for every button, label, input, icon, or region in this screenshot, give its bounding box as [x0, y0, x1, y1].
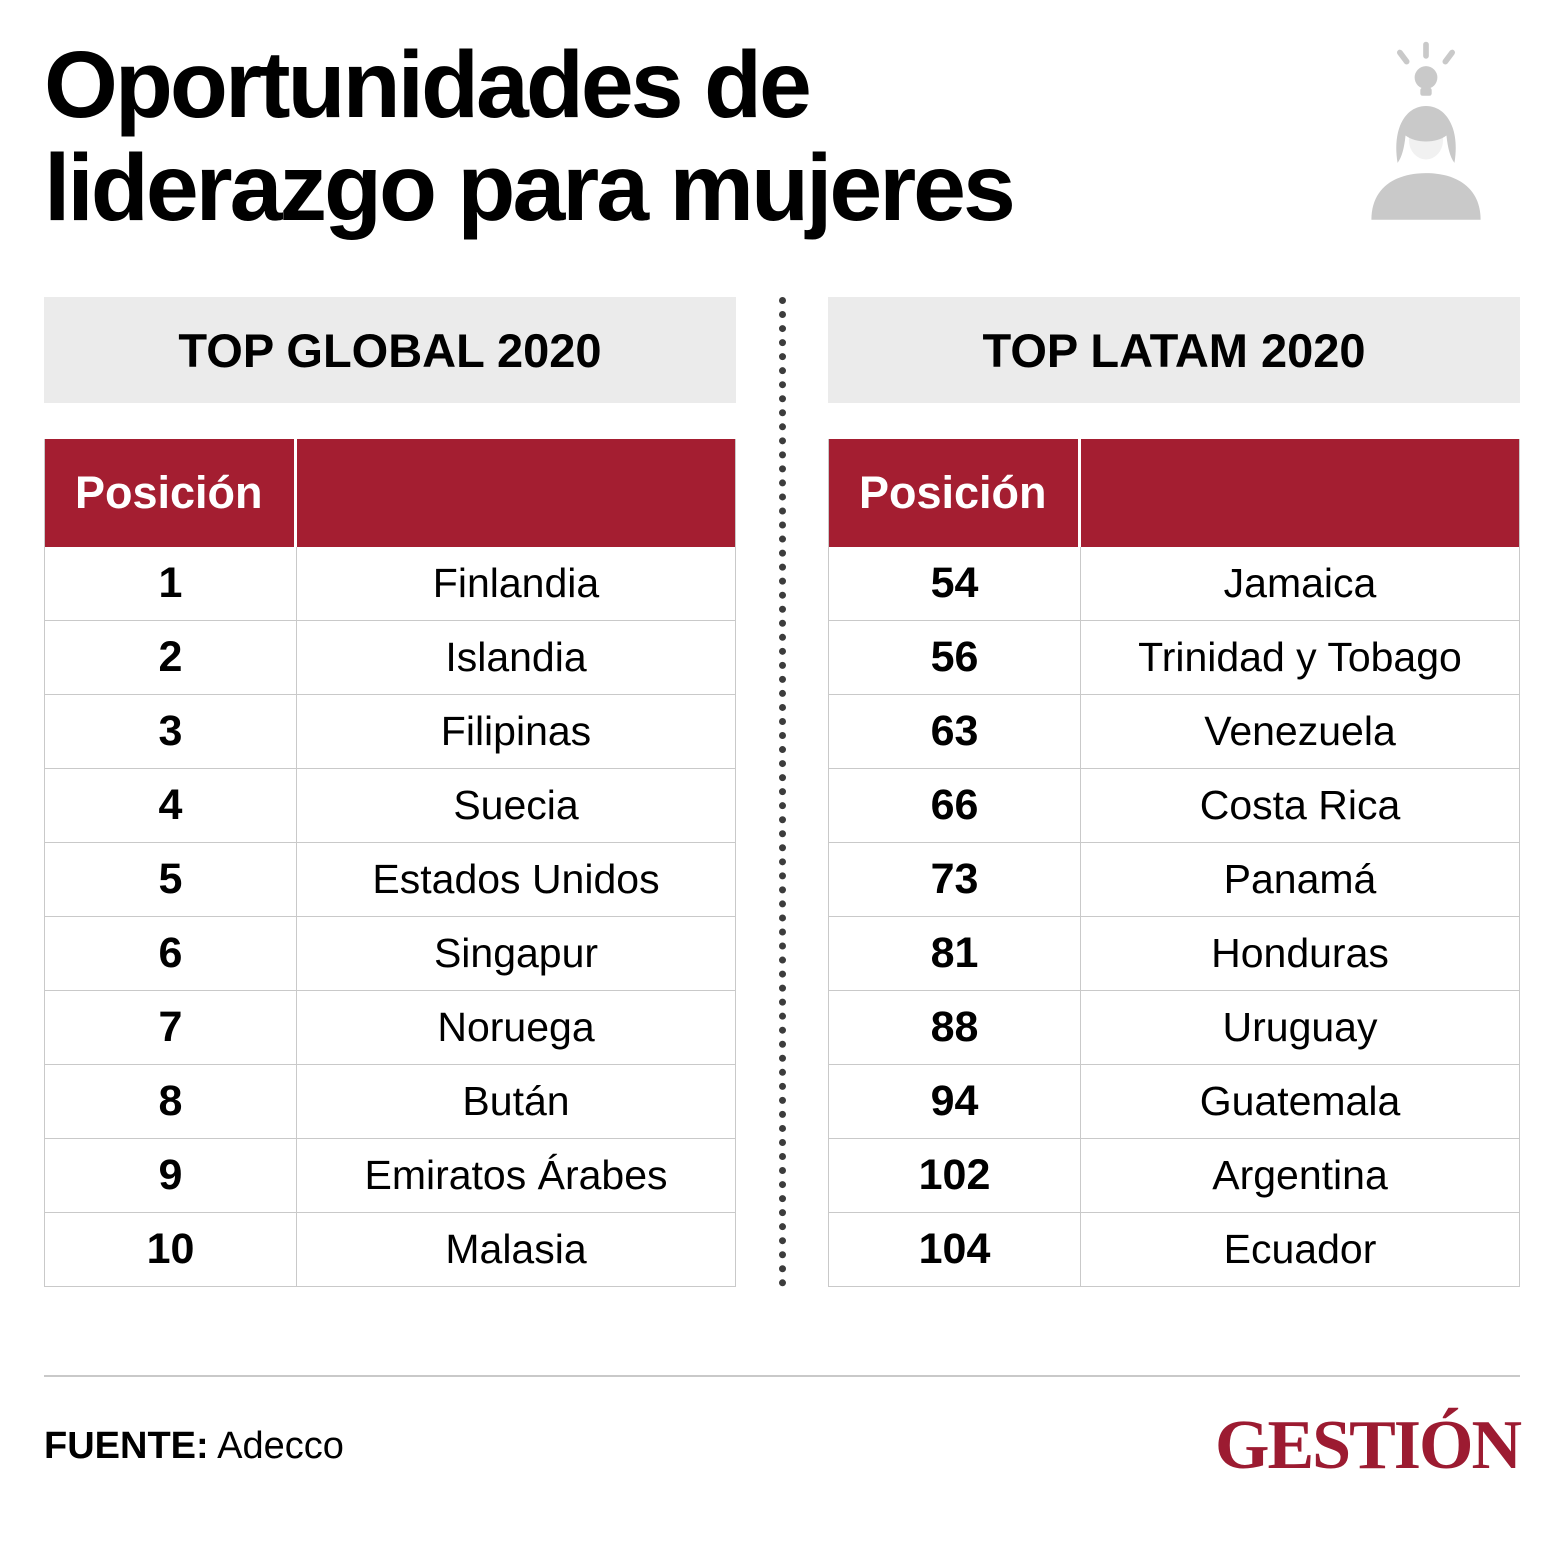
- latam-section-header: TOP LATAM 2020: [828, 297, 1520, 404]
- table-row: 6 Singapur: [45, 916, 735, 991]
- latam-column: TOP LATAM 2020 Posición 54 Jamaica 56 Tr…: [828, 297, 1520, 1288]
- position-cell: 9: [45, 1139, 297, 1213]
- latam-table-header: Posición: [829, 439, 1519, 548]
- woman-idea-icon-svg: [1371, 41, 1481, 220]
- table-row: 10 Malasia: [45, 1212, 735, 1287]
- position-cell: 73: [829, 843, 1081, 917]
- table-row: 8 Bután: [45, 1064, 735, 1139]
- position-cell: 94: [829, 1065, 1081, 1139]
- dotted-divider: [778, 297, 786, 1288]
- table-row: 7 Noruega: [45, 990, 735, 1065]
- country-cell: Bután: [462, 1078, 570, 1125]
- blank-header-cell: [1081, 439, 1519, 547]
- position-cell: 102: [829, 1139, 1081, 1213]
- global-column: TOP GLOBAL 2020 Posición 1 Finlandia 2 I…: [44, 297, 736, 1288]
- position-cell: 81: [829, 917, 1081, 991]
- idea-rays-icon: [1396, 41, 1456, 65]
- country-cell: Filipinas: [440, 708, 592, 755]
- table-row: 1 Finlandia: [45, 547, 735, 621]
- country-cell: Jamaica: [1223, 560, 1377, 607]
- country-cell: Finlandia: [432, 560, 600, 607]
- country-cell: Guatemala: [1199, 1078, 1401, 1125]
- gestion-logo: GESTIÓN: [1215, 1407, 1522, 1485]
- table-row: 9 Emiratos Árabes: [45, 1138, 735, 1213]
- position-cell: 63: [829, 695, 1081, 769]
- position-cell: 3: [45, 695, 297, 769]
- hair-shape: [1396, 105, 1456, 163]
- source-label: FUENTE:: [44, 1424, 209, 1467]
- country-cell: Argentina: [1212, 1152, 1388, 1199]
- table-row: 2 Islandia: [45, 620, 735, 695]
- source-value: Adecco: [217, 1424, 344, 1467]
- position-cell: 56: [829, 621, 1081, 695]
- position-cell: 1: [45, 547, 297, 621]
- position-cell: 5: [45, 843, 297, 917]
- table-row: 94 Guatemala: [829, 1064, 1519, 1139]
- country-cell: Costa Rica: [1199, 782, 1401, 829]
- infographic-page: Oportunidades de liderazgo para mujeres: [44, 34, 1520, 1288]
- country-cell: Venezuela: [1204, 708, 1396, 755]
- footer: FUENTE: Adecco GESTIÓN: [0, 1377, 1564, 1481]
- table-row: 56 Trinidad y Tobago: [829, 620, 1519, 695]
- shoulders-shape: [1371, 173, 1481, 220]
- global-section-title: TOP GLOBAL 2020: [178, 323, 602, 377]
- country-cell: Uruguay: [1222, 1004, 1378, 1051]
- table-row: 63 Venezuela: [829, 694, 1519, 769]
- table-row: 5 Estados Unidos: [45, 842, 735, 917]
- header: Oportunidades de liderazgo para mujeres: [44, 34, 1520, 239]
- woman-idea-icon: [1352, 40, 1500, 227]
- latam-section-title: TOP LATAM 2020: [982, 323, 1366, 377]
- country-cell: Emiratos Árabes: [364, 1152, 668, 1199]
- country-cell: Malasia: [445, 1226, 587, 1273]
- ranking-columns: TOP GLOBAL 2020 Posición 1 Finlandia 2 I…: [44, 297, 1520, 1288]
- country-cell: Honduras: [1211, 930, 1389, 977]
- position-cell: 6: [45, 917, 297, 991]
- position-cell: 88: [829, 991, 1081, 1065]
- position-cell: 104: [829, 1213, 1081, 1287]
- lightbulb-icon: [1414, 66, 1438, 96]
- position-cell: 2: [45, 621, 297, 695]
- footer-rule: [44, 1375, 1520, 1378]
- position-cell: 8: [45, 1065, 297, 1139]
- table-row: 88 Uruguay: [829, 990, 1519, 1065]
- blank-header-cell: [297, 439, 735, 547]
- country-cell: Noruega: [437, 1004, 595, 1051]
- country-cell: Islandia: [445, 634, 587, 681]
- table-row: 104 Ecuador: [829, 1212, 1519, 1287]
- source-line: FUENTE: Adecco: [44, 1425, 344, 1468]
- country-cell: Singapur: [433, 930, 599, 977]
- position-header-cell: Posición: [829, 439, 1081, 548]
- position-cell: 66: [829, 769, 1081, 843]
- table-row: 102 Argentina: [829, 1138, 1519, 1213]
- page-title-line2: liderazgo para mujeres: [44, 134, 1016, 241]
- table-row: 3 Filipinas: [45, 694, 735, 769]
- page-title: Oportunidades de liderazgo para mujeres: [44, 32, 1016, 241]
- global-table: Posición 1 Finlandia 2 Islandia 3 Filipi…: [44, 439, 736, 1288]
- table-row: 81 Honduras: [829, 916, 1519, 991]
- page-title-line1: Oportunidades de: [44, 32, 812, 138]
- table-row: 4 Suecia: [45, 768, 735, 843]
- position-cell: 4: [45, 769, 297, 843]
- table-row: 66 Costa Rica: [829, 768, 1519, 843]
- global-table-header: Posición: [45, 439, 735, 548]
- table-row: 73 Panamá: [829, 842, 1519, 917]
- country-cell: Suecia: [453, 782, 579, 829]
- position-cell: 54: [829, 547, 1081, 621]
- table-row: 54 Jamaica: [829, 547, 1519, 621]
- country-cell: Ecuador: [1223, 1226, 1377, 1273]
- position-header-cell: Posición: [45, 439, 297, 548]
- country-cell: Trinidad y Tobago: [1138, 634, 1462, 681]
- latam-table: Posición 54 Jamaica 56 Trinidad y Tobago…: [828, 439, 1520, 1288]
- position-cell: 7: [45, 991, 297, 1065]
- country-cell: Estados Unidos: [372, 856, 660, 903]
- country-cell: Panamá: [1223, 856, 1377, 903]
- position-cell: 10: [45, 1213, 297, 1287]
- global-section-header: TOP GLOBAL 2020: [44, 297, 736, 404]
